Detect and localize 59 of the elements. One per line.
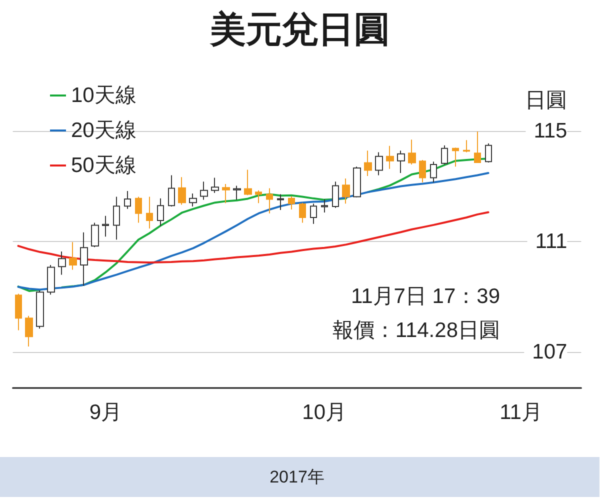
candlestick xyxy=(419,160,426,183)
candlestick xyxy=(200,181,208,200)
x-tick-label: 10月 xyxy=(302,401,347,424)
candlestick xyxy=(80,232,88,286)
candlestick xyxy=(463,140,470,153)
candlestick xyxy=(211,177,219,194)
candlestick xyxy=(36,290,44,330)
candlestick xyxy=(146,196,153,230)
annotation: 11月7日 17：39 xyxy=(350,285,500,308)
candlestick xyxy=(255,190,262,204)
candlestick xyxy=(189,192,197,207)
candlestick xyxy=(430,161,437,183)
candlestick xyxy=(25,315,33,348)
candlestick xyxy=(485,142,492,164)
x-tick-label: 9月 xyxy=(89,401,122,424)
candlestick xyxy=(135,196,142,224)
candlestick xyxy=(474,131,481,164)
candlestick xyxy=(102,215,109,238)
candlestick xyxy=(299,202,306,224)
candlestick xyxy=(91,222,99,248)
annotation: 報價：114.28日圓 xyxy=(332,319,500,342)
legend-label: 10天線 xyxy=(71,84,136,107)
candlestick xyxy=(342,178,350,204)
candlestick xyxy=(266,188,273,214)
candlestick xyxy=(277,194,284,211)
candlestick xyxy=(441,144,448,165)
candlestick xyxy=(353,166,361,198)
candlestick xyxy=(233,185,241,200)
candlestick xyxy=(332,181,339,208)
chart-title: 美元兌日圓 xyxy=(209,8,390,50)
candlestick xyxy=(310,203,317,224)
candlestick xyxy=(397,150,405,174)
x-tick-label: 11月 xyxy=(500,401,542,424)
legend-label: 50天線 xyxy=(71,154,136,177)
candlestick xyxy=(364,150,372,177)
candlestick xyxy=(69,242,77,270)
y-tick-label: 107 xyxy=(532,340,568,364)
candlestick xyxy=(157,198,164,227)
candlestick xyxy=(124,190,131,210)
candlestick xyxy=(386,145,394,170)
candlestick xyxy=(58,250,66,276)
candlestick xyxy=(222,184,230,204)
candlestick xyxy=(113,196,120,240)
candlestick xyxy=(288,196,295,210)
candlestick xyxy=(375,152,383,176)
legend-label: 20天線 xyxy=(71,119,136,142)
candlestick xyxy=(168,174,175,207)
candlestick xyxy=(15,293,22,331)
candlestick xyxy=(47,264,55,296)
candlestick xyxy=(408,139,416,165)
candlestick xyxy=(452,147,459,168)
candlestick xyxy=(178,176,186,206)
line-series xyxy=(17,211,490,264)
x-axis-title: 2017年 xyxy=(270,468,324,486)
y-tick-label: 115 xyxy=(534,120,568,142)
candlestick xyxy=(244,169,252,196)
y-axis-title: 日圓 xyxy=(525,89,568,112)
candlestick xyxy=(321,198,328,214)
y-tick-label: 111 xyxy=(535,230,568,254)
